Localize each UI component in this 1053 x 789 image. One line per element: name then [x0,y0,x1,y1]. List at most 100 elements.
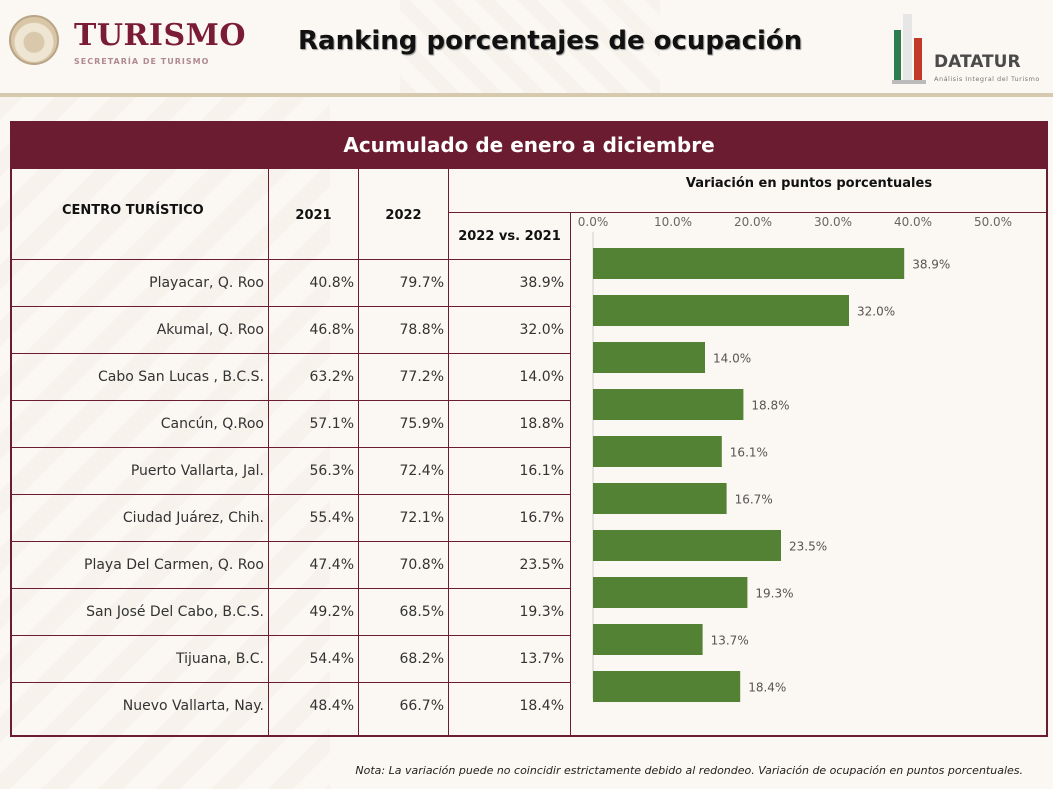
table-row: San José Del Cabo, B.C.S. 49.2% 68.5% 19.3% [10,588,570,635]
bar [593,483,727,514]
column-divider [448,169,449,736]
datatur-logo: DATATUR Análisis Integral del Turismo [892,8,1052,88]
table-row: Akumal, Q. Roo 46.8% 78.8% 32.0% [10,306,570,353]
column-divider [268,169,269,736]
bar-value-label: 32.0% [857,305,895,319]
header-divider [448,212,1047,213]
column-divider [358,169,359,736]
cell-2022: 72.1% [399,509,444,526]
variation-bar-chart: 0.0% 10.0% 20.0% 30.0% 40.0% 50.0% 38.9% 32.0% 1… [578,215,1012,702]
cell-2021: 46.8% [309,321,354,338]
datatur-subtitle: Análisis Integral del Turismo [934,75,1040,83]
cell-centro: Puerto Vallarta, Jal. [130,462,264,479]
row-divider [10,682,570,683]
cell-2021: 56.3% [309,462,354,479]
header-centro-turistico: CENTRO TURÍSTICO [62,202,204,218]
header-divider [0,93,1053,97]
cell-2022: 79.7% [399,274,444,291]
cell-2021: 54.4% [309,650,354,667]
x-tick-label: 30.0% [814,215,852,229]
cell-2021: 57.1% [309,415,354,432]
bar [593,624,703,655]
table-row: Puerto Vallarta, Jal. 56.3% 72.4% 16.1% [10,447,570,494]
coat-of-arms-icon [9,15,59,65]
cell-2022: 68.5% [399,603,444,620]
cell-variation: 18.4% [519,697,564,714]
x-tick-label: 10.0% [654,215,692,229]
bar [593,671,741,702]
cell-2021: 63.2% [309,368,354,385]
bar [593,436,722,467]
cell-centro: Cancún, Q.Roo [160,415,264,432]
row-divider [10,400,570,401]
cell-centro: Akumal, Q. Roo [156,321,264,338]
bar-value-label: 14.0% [713,352,751,366]
cell-centro: Cabo San Lucas , B.C.S. [97,368,264,385]
cell-2022: 78.8% [399,321,444,338]
x-tick-label: 20.0% [734,215,772,229]
footer-note: Nota: La variación puede no coincidir es… [355,764,1023,777]
table-row: Playacar, Q. Roo 40.8% 79.7% 38.9% [10,259,570,306]
row-divider [10,447,570,448]
column-divider [570,212,571,736]
header-divider [10,259,570,260]
cell-centro: Playacar, Q. Roo [149,274,264,291]
brand-subtitle: SECRETARÍA DE TURISMO [74,57,210,66]
row-divider [10,541,570,542]
cell-2022: 68.2% [399,650,444,667]
header-2022-vs-2021: 2022 vs. 2021 [458,228,561,244]
bar-value-label: 13.7% [711,634,749,648]
row-divider [10,635,570,636]
row-divider [10,494,570,495]
bar-value-label: 18.4% [748,681,786,695]
row-divider [10,353,570,354]
header-2022: 2022 [385,207,422,223]
bar [593,295,849,326]
cell-2021: 40.8% [309,274,354,291]
table-banner: Acumulado de enero a diciembre [10,121,1048,169]
cell-variation: 13.7% [519,650,564,667]
cell-2022: 77.2% [399,368,444,385]
bar [593,530,781,561]
table-row: Tijuana, B.C. 54.4% 68.2% 13.7% [10,635,570,682]
x-tick-label: 0.0% [578,215,609,229]
cell-2022: 70.8% [399,556,444,573]
bar-value-label: 18.8% [751,399,789,413]
bar [593,342,705,373]
x-tick-label: 50.0% [974,215,1012,229]
cell-variation: 23.5% [519,556,564,573]
row-divider [10,306,570,307]
bar [593,577,748,608]
brand-title: TURISMO [74,18,246,53]
cell-2021: 47.4% [309,556,354,573]
bar-value-label: 16.7% [735,493,773,507]
row-divider [10,588,570,589]
cell-centro: Nuevo Vallarta, Nay. [122,697,264,714]
cell-variation: 32.0% [519,321,564,338]
table-row: Cabo San Lucas , B.C.S. 63.2% 77.2% 14.0% [10,353,570,400]
cell-centro: Ciudad Juárez, Chih. [122,509,264,526]
cell-centro: Playa Del Carmen, Q. Roo [84,556,264,573]
cell-variation: 16.7% [519,509,564,526]
cell-variation: 38.9% [519,274,564,291]
x-tick-label: 40.0% [894,215,932,229]
cell-variation: 14.0% [519,368,564,385]
cell-variation: 19.3% [519,603,564,620]
banner-title: Acumulado de enero a diciembre [343,133,715,157]
bar-value-label: 38.9% [912,258,950,272]
datatur-name: DATATUR [934,52,1021,72]
background-pattern [0,95,330,789]
table-row: Nuevo Vallarta, Nay. 48.4% 66.7% 18.4% [10,682,570,729]
bar-value-label: 19.3% [755,587,793,601]
cell-2022: 75.9% [399,415,444,432]
bar [593,248,905,279]
table-row: Ciudad Juárez, Chih. 55.4% 72.1% 16.7% [10,494,570,541]
page-title: Ranking porcentajes de ocupación [298,26,803,56]
header-2021: 2021 [295,207,332,223]
bar-value-label: 16.1% [730,446,768,460]
bar [593,389,744,420]
cell-variation: 16.1% [519,462,564,479]
cell-2021: 48.4% [309,697,354,714]
cell-2021: 55.4% [309,509,354,526]
datatur-flag-icon [892,14,926,84]
